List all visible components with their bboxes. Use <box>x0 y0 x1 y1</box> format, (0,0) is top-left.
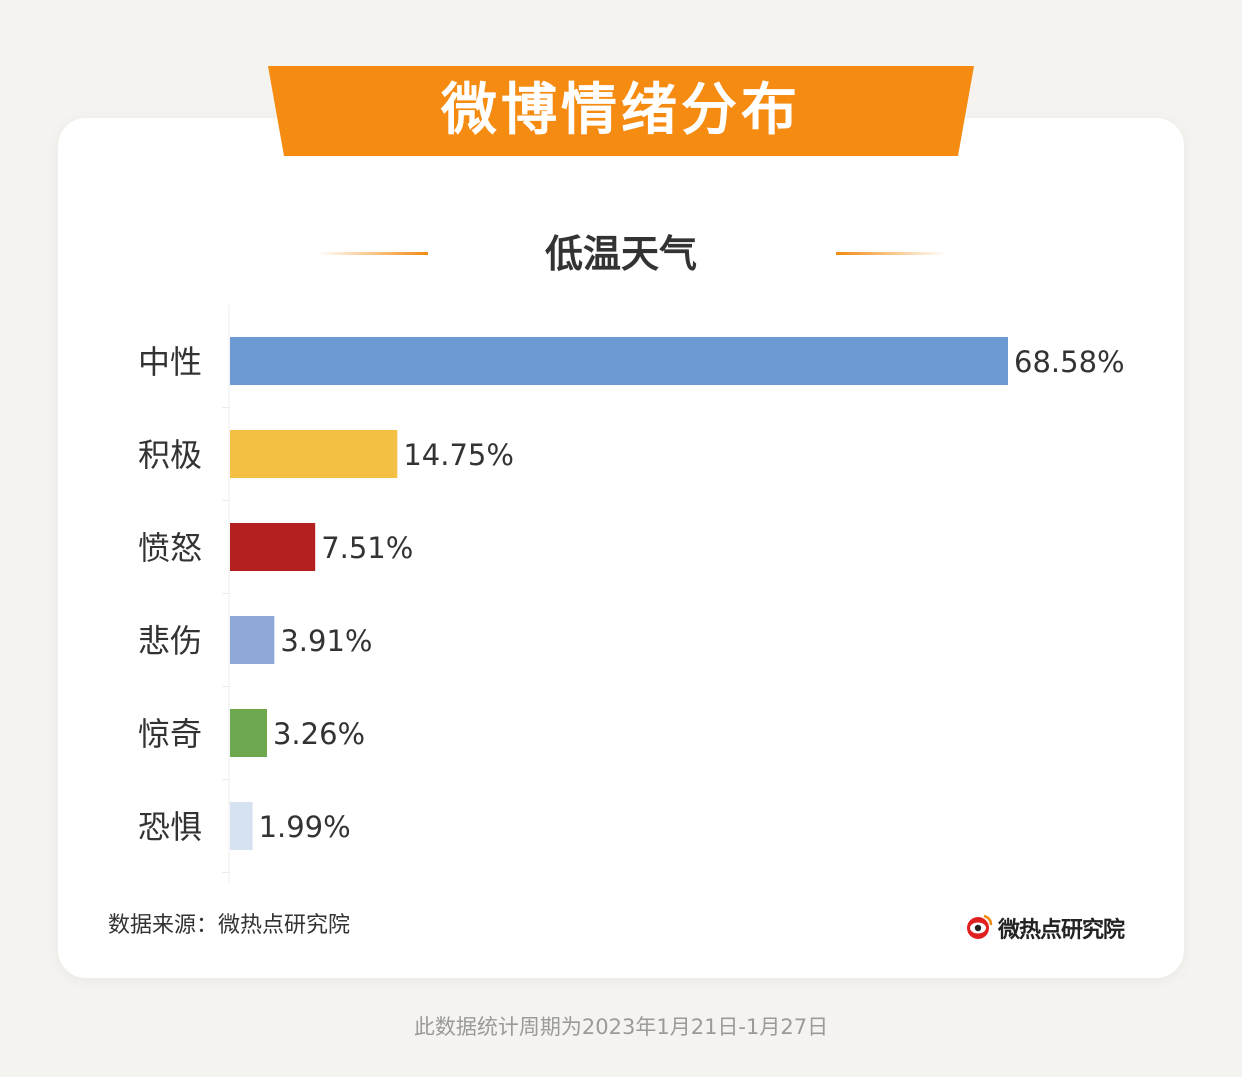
value-label: 3.91% <box>280 624 372 658</box>
value-label: 68.58% <box>1014 345 1125 379</box>
data-source: 数据来源：微热点研究院 <box>108 913 351 938</box>
title-decoration-left <box>318 252 428 255</box>
title-decoration-right <box>836 252 946 255</box>
value-label: 1.99% <box>259 810 351 844</box>
chart-title: 低温天气 <box>544 232 697 276</box>
bar <box>230 523 316 571</box>
title-banner: 微博情绪分布 <box>268 66 974 156</box>
bar <box>230 709 267 757</box>
logo-text: 微热点研究院 <box>998 918 1125 943</box>
category-label: 愤怒 <box>138 529 202 567</box>
footer-period: 此数据统计周期为2023年1月21日-1月27日 <box>413 1015 829 1039</box>
value-label: 7.51% <box>321 531 413 565</box>
category-label: 积极 <box>138 436 202 474</box>
value-label: 3.26% <box>273 717 365 751</box>
category-label: 悲伤 <box>138 622 202 660</box>
bar <box>230 337 1008 385</box>
logo: 微热点研究院 <box>964 908 1125 948</box>
chart-title-row: 低温天气 <box>0 222 1242 286</box>
category-label: 恐惧 <box>138 808 202 846</box>
banner-shape <box>268 66 974 156</box>
banner-title: 微博情绪分布 <box>441 78 801 143</box>
value-label: 14.75% <box>403 438 514 472</box>
bar <box>230 430 398 478</box>
weibo-eye-icon <box>967 914 993 939</box>
bar <box>230 616 275 664</box>
category-label: 中性 <box>138 343 202 381</box>
bar <box>230 802 253 850</box>
category-label: 惊奇 <box>138 715 202 753</box>
